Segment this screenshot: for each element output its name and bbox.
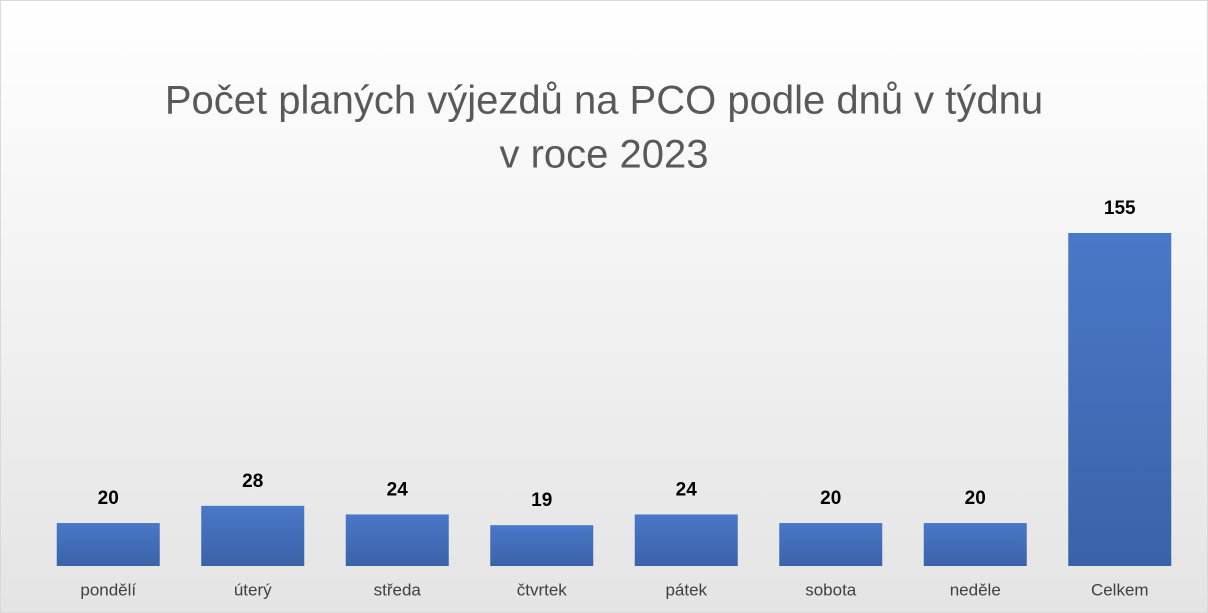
data-label: 20 [820,488,841,509]
bar [1068,233,1172,566]
data-label: 155 [1104,198,1136,219]
bar [923,523,1027,566]
data-label: 24 [387,479,409,500]
x-tick-label: sobota [805,580,857,599]
chart-title: v roce 2023 [499,133,708,177]
x-tick-label: středa [374,580,422,599]
bar [490,525,594,566]
x-tick-label: úterý [234,580,272,599]
bar [345,514,449,566]
x-tick-label: pondělí [80,580,136,599]
x-tick-label: neděle [950,580,1001,599]
data-label: 19 [531,490,552,511]
data-label: 20 [965,488,986,509]
bar [634,514,738,566]
data-label: 20 [98,488,119,509]
data-label: 24 [676,479,698,500]
bar [56,523,160,566]
x-tick-label: čtvrtek [517,580,568,599]
x-tick-label: pátek [665,580,707,599]
bar [779,523,883,566]
x-tick-label: Celkem [1091,580,1149,599]
chart-title: Počet planých výjezdů na PCO podle dnů v… [165,79,1043,123]
bar [201,505,305,566]
data-label: 28 [242,471,263,492]
